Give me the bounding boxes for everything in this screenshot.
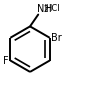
Text: F: F (3, 56, 9, 66)
Text: 2: 2 (44, 5, 49, 14)
Text: HCl: HCl (45, 4, 60, 13)
Text: NH: NH (37, 4, 52, 14)
Text: Br: Br (51, 33, 62, 43)
